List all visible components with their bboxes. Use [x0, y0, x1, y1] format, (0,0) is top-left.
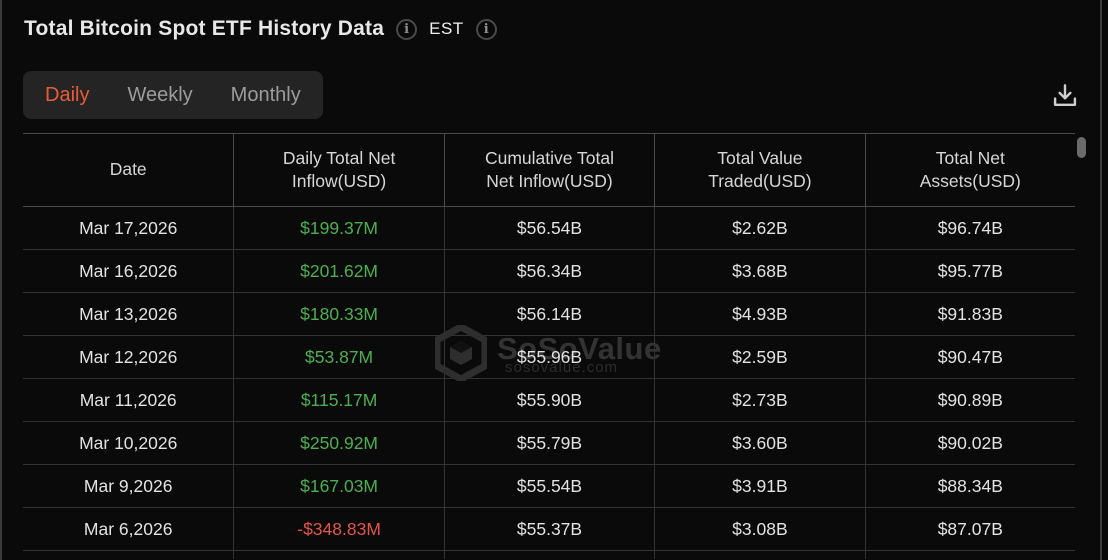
cell-date: Mar 6,2026: [83, 518, 173, 539]
table-row: Mar 9,2026 $167.03M $55.54B $3.91B $88.3…: [23, 465, 1075, 508]
header-net-assets: Total Net Assets(USD): [864, 134, 1075, 206]
table-row: Mar 12,2026 $53.87M $55.96B $2.59B $90.4…: [23, 336, 1075, 379]
period-tab-bar: Daily Weekly Monthly: [23, 71, 323, 119]
cell-value-traded: $3.60B: [654, 422, 864, 464]
cell-cumulative-inflow: $55.96B: [443, 336, 654, 378]
table-row: Mar 13,2026 $180.33M $56.14B $4.93B $91.…: [23, 293, 1075, 336]
table-header-row: Date Daily Total Net Inflow(USD) Cumulat…: [23, 133, 1075, 207]
table-row: Mar 17,2026 $199.37M $56.54B $2.62B $96.…: [23, 207, 1075, 250]
cell-daily-inflow: $167.03M: [233, 465, 443, 507]
table-body: Mar 17,2026 $199.37M $56.54B $2.62B $96.…: [23, 207, 1075, 559]
cell-cumulative-inflow: $56.34B: [443, 250, 654, 292]
cell-value-traded: $3.08B: [654, 508, 864, 550]
table-row: Mar 11,2026 $115.17M $55.90B $2.73B $90.…: [23, 379, 1075, 422]
cell-value-traded: [654, 551, 864, 559]
cell-daily-inflow: $53.87M: [233, 336, 443, 378]
cell-date: Mar 12,2026: [79, 346, 178, 367]
cell-net-assets: $96.74B: [864, 207, 1075, 249]
timezone-label: EST: [429, 19, 464, 38]
cell-net-assets: $95.77B: [864, 250, 1075, 292]
cell-daily-inflow: $250.92M: [233, 422, 443, 464]
download-button[interactable]: [1045, 76, 1085, 116]
cell-cumulative-inflow: $56.54B: [443, 207, 654, 249]
page-title: Total Bitcoin Spot ETF History Data: [24, 17, 385, 40]
cell-cumulative-inflow: $55.37B: [443, 508, 654, 550]
cell-cumulative-inflow: [443, 551, 654, 559]
header-value-traded: Total Value Traded(USD): [654, 134, 864, 206]
cell-date: Mar 13,2026: [79, 303, 178, 324]
cell-cumulative-inflow: $55.79B: [443, 422, 654, 464]
cell-date: Mar 9,2026: [83, 475, 173, 496]
cell-value-traded: $2.59B: [654, 336, 864, 378]
cell-value-traded: $2.62B: [654, 207, 864, 249]
cell-daily-inflow: [233, 551, 443, 559]
cell-cumulative-inflow: $55.54B: [443, 465, 654, 507]
etf-history-table: Date Daily Total Net Inflow(USD) Cumulat…: [23, 133, 1075, 559]
title-info-icon[interactable]: i: [396, 18, 418, 40]
vertical-scrollbar-thumb[interactable]: [1077, 137, 1086, 158]
cell-daily-inflow: -$348.83M: [233, 508, 443, 550]
card-left-border: [0, 0, 2, 560]
cell-value-traded: $3.91B: [654, 465, 864, 507]
table-row: Mar 10,2026 $250.92M $55.79B $3.60B $90.…: [23, 422, 1075, 465]
cell-value-traded: $2.73B: [654, 379, 864, 421]
cell-net-assets: $90.47B: [864, 336, 1075, 378]
cell-cumulative-inflow: $56.14B: [443, 293, 654, 335]
download-icon: [1053, 84, 1077, 106]
timezone-info-icon[interactable]: i: [475, 18, 497, 40]
cell-value-traded: $4.93B: [654, 293, 864, 335]
cell-daily-inflow: $201.62M: [233, 250, 443, 292]
cell-daily-inflow: $180.33M: [233, 293, 443, 335]
cell-daily-inflow: $199.37M: [233, 207, 443, 249]
header-cumulative-inflow: Cumulative Total Net Inflow(USD): [443, 134, 654, 206]
title-row: Total Bitcoin Spot ETF History Data i ES…: [24, 17, 497, 41]
table-row: Mar 16,2026 $201.62M $56.34B $3.68B $95.…: [23, 250, 1075, 293]
tab-weekly[interactable]: Weekly: [127, 83, 193, 106]
cell-date: Mar 16,2026: [79, 260, 178, 281]
cell-value-traded: $3.68B: [654, 250, 864, 292]
header-date: Date: [109, 159, 147, 180]
table-row: Mar 6,2026 -$348.83M $55.37B $3.08B $87.…: [23, 508, 1075, 551]
cell-net-assets: $90.02B: [864, 422, 1075, 464]
cell-daily-inflow: $115.17M: [233, 379, 443, 421]
cell-cumulative-inflow: $55.90B: [443, 379, 654, 421]
cell-date: [23, 551, 233, 559]
cell-net-assets: $87.07B: [864, 508, 1075, 550]
cell-net-assets: [864, 551, 1075, 559]
tab-monthly[interactable]: Monthly: [230, 83, 301, 106]
tab-daily[interactable]: Daily: [45, 83, 90, 106]
cell-date: Mar 10,2026: [79, 432, 178, 453]
cell-date: Mar 17,2026: [79, 217, 178, 238]
cell-net-assets: $88.34B: [864, 465, 1075, 507]
cell-date: Mar 11,2026: [79, 389, 177, 410]
cell-net-assets: $90.89B: [864, 379, 1075, 421]
table-row-partial: [23, 551, 1075, 559]
header-daily-inflow: Daily Total Net Inflow(USD): [233, 134, 443, 206]
cell-net-assets: $91.83B: [864, 293, 1075, 335]
card-right-border: [1100, 0, 1102, 560]
